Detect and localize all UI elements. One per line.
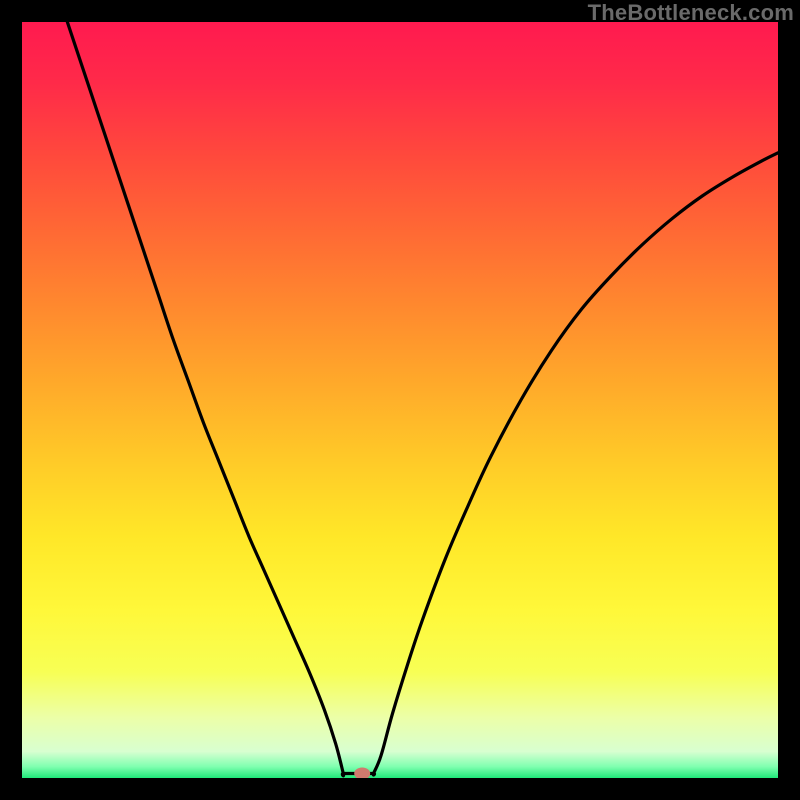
bottleneck-curve-path <box>67 22 778 776</box>
bottleneck-chart: TheBottleneck.com <box>0 0 800 800</box>
curve-layer <box>22 22 778 778</box>
watermark-text: TheBottleneck.com <box>588 0 794 26</box>
optimal-point-marker <box>354 767 370 778</box>
plot-area <box>22 22 778 778</box>
